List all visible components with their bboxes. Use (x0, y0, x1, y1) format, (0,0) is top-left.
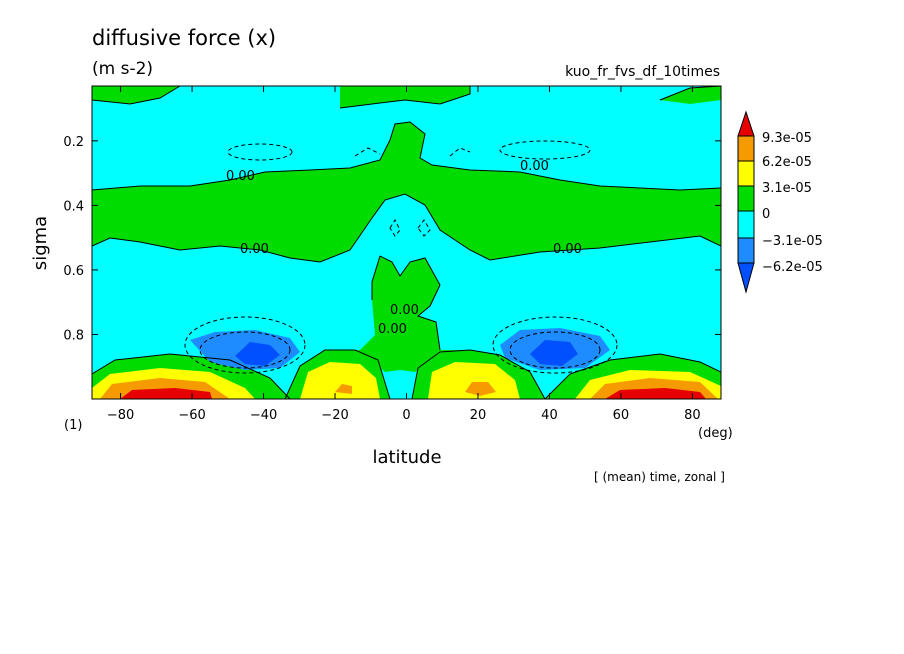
plot-area (92, 86, 721, 399)
y-tick-label: 0.8 (63, 328, 84, 343)
x-tick-label: 0 (402, 408, 410, 423)
colorbar-segment-orange (737, 135, 755, 162)
x-tick-label: −40 (250, 408, 277, 423)
y-tick-label: 0.4 (63, 199, 84, 214)
run-name: kuo_fr_fvs_df_10times (565, 64, 720, 80)
footer-caption: [ (mean) time, zonal ] (594, 470, 725, 484)
y-tick-label: 0.6 (63, 264, 84, 279)
field-negative-center-right (530, 340, 578, 366)
field-positive-top-left (92, 86, 180, 104)
solid-contours (92, 86, 721, 399)
contour-label: 0.00 (226, 169, 255, 184)
colorbar-label: −6.2e-05 (762, 260, 823, 275)
x-tick-label: −20 (321, 408, 348, 423)
panel-label: (1) (64, 418, 82, 433)
x-axis-label: latitude (372, 447, 441, 468)
y-axis-label: sigma (30, 216, 51, 270)
contour-labels: 0.00 0.00 0.00 0.00 0.00 0.00 (226, 159, 582, 337)
colorbar: 9.3e-05 6.2e-05 3.1e-05 0 −3.1e-05 −6.2e… (737, 110, 823, 294)
colorbar-segment-cyan (737, 210, 755, 239)
contour-label: 0.00 (378, 322, 407, 337)
colorbar-label: 9.3e-05 (762, 131, 812, 146)
dashed-contours (184, 140, 618, 374)
field-red-left (120, 388, 212, 399)
field-positive-band (92, 122, 721, 262)
x-tick-label: 20 (470, 408, 487, 423)
colorbar-segment-yellow (737, 160, 755, 187)
contour-label: 0.00 (390, 303, 419, 318)
colorbar-label: 3.1e-05 (762, 181, 812, 196)
field-negative-center-left (235, 342, 280, 366)
colorbar-bottom-arrow (737, 262, 755, 294)
chart-title: diffusive force (x) (92, 26, 276, 50)
field-positive-top-right (660, 86, 721, 104)
colorbar-label: 0 (762, 207, 770, 222)
contour-label: 0.00 (240, 242, 269, 257)
field-yellow-center-left (300, 362, 380, 399)
colorbar-segment-green (737, 185, 755, 212)
chart-units: (m s-2) (92, 59, 153, 79)
x-axis-unit: (deg) (698, 426, 733, 441)
x-tick-label: 40 (541, 408, 558, 423)
x-tick-label: 80 (684, 408, 701, 423)
x-tick-label: −80 (107, 408, 134, 423)
x-tick-label: −60 (178, 408, 205, 423)
colorbar-segment-blue (737, 237, 755, 264)
colorbar-label: −3.1e-05 (762, 234, 823, 249)
x-tick-label: 60 (613, 408, 630, 423)
colorbar-top-arrow (737, 110, 755, 137)
y-axis: 0.2 0.4 0.6 0.8 (63, 135, 721, 343)
contour-label: 0.00 (520, 159, 549, 174)
field-orange-center-right (465, 382, 496, 396)
contour-label: 0.00 (553, 242, 582, 257)
field-red-right (605, 388, 706, 399)
field-positive-top-center (340, 86, 470, 108)
y-tick-label: 0.2 (63, 135, 84, 150)
field-yellow-center-right (428, 362, 520, 399)
colorbar-label: 6.2e-05 (762, 155, 812, 170)
x-axis: −80 −60 −40 −20 0 20 40 60 80 (107, 86, 701, 423)
field-orange-center-left (335, 384, 352, 394)
